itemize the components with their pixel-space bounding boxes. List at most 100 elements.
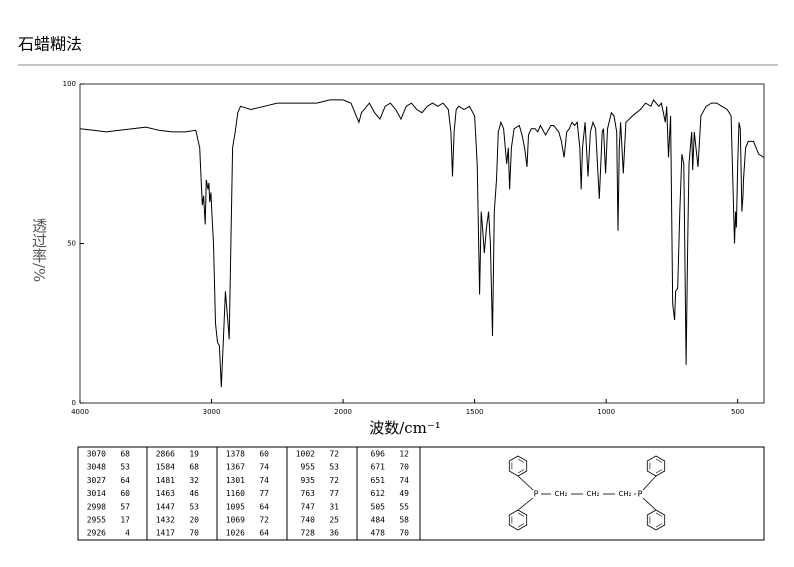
peak-transmittance: 12 <box>399 450 409 459</box>
bond <box>642 497 657 511</box>
peak-transmittance: 68 <box>120 450 130 459</box>
y-tick-label: 0 <box>72 399 76 407</box>
peak-wavenumber: 1584 <box>156 463 175 472</box>
peak-transmittance: 70 <box>189 529 199 538</box>
peak-transmittance: 64 <box>120 476 130 485</box>
peak-wavenumber: 1417 <box>156 529 175 538</box>
peak-transmittance: 32 <box>189 476 199 485</box>
peak-wavenumber: 1160 <box>226 489 245 498</box>
peak-transmittance: 53 <box>329 463 339 472</box>
y-tick-label: 100 <box>63 80 76 88</box>
peak-transmittance: 64 <box>259 529 269 538</box>
peak-wavenumber: 1002 <box>296 450 315 459</box>
peak-transmittance: 72 <box>329 476 339 485</box>
peak-wavenumber: 740 <box>301 516 316 525</box>
peak-wavenumber: 1432 <box>156 516 175 525</box>
peak-transmittance: 74 <box>259 463 269 472</box>
peak-transmittance: 72 <box>259 516 269 525</box>
peak-wavenumber: 1069 <box>226 516 245 525</box>
peak-transmittance: 49 <box>399 489 409 498</box>
peak-wavenumber: 696 <box>371 450 386 459</box>
phenyl-ring <box>508 509 528 531</box>
peak-transmittance: 70 <box>399 529 409 538</box>
peak-wavenumber: 1447 <box>156 502 175 511</box>
bond <box>642 475 657 491</box>
peak-wavenumber: 505 <box>371 502 386 511</box>
peak-wavenumber: 1026 <box>226 529 245 538</box>
peak-transmittance: 58 <box>399 516 409 525</box>
peak-transmittance: 60 <box>259 450 269 459</box>
peak-wavenumber: 1367 <box>226 463 245 472</box>
peak-wavenumber: 1378 <box>226 450 245 459</box>
peak-transmittance: 57 <box>120 502 130 511</box>
peak-wavenumber: 2998 <box>87 502 106 511</box>
peak-wavenumber: 1095 <box>226 502 245 511</box>
peak-transmittance: 36 <box>329 529 339 538</box>
peak-transmittance: 17 <box>120 516 130 525</box>
peak-wavenumber: 3014 <box>87 489 106 498</box>
peak-transmittance: 64 <box>259 502 269 511</box>
bond <box>517 475 534 491</box>
spectrum-line <box>79 98 765 388</box>
peak-wavenumber: 763 <box>301 489 316 498</box>
peak-transmittance: 77 <box>329 489 339 498</box>
atom-label: P <box>534 490 539 499</box>
peak-wavenumber: 935 <box>301 476 316 485</box>
peak-wavenumber: 671 <box>371 463 386 472</box>
peak-transmittance: 77 <box>259 489 269 498</box>
peak-transmittance: 4 <box>125 529 130 538</box>
phenyl-double-bond <box>511 458 525 474</box>
peak-transmittance: 53 <box>189 502 199 511</box>
peak-wavenumber: 1301 <box>226 476 245 485</box>
x-tick-label: 1500 <box>466 408 484 416</box>
peak-wavenumber: 484 <box>371 516 386 525</box>
peak-wavenumber: 2926 <box>87 529 106 538</box>
phenyl-ring <box>646 509 666 531</box>
peak-transmittance: 55 <box>399 502 409 511</box>
x-tick-label: 1000 <box>597 408 615 416</box>
peak-wavenumber: 3048 <box>87 463 106 472</box>
peak-transmittance: 31 <box>329 502 339 511</box>
table-frame <box>77 446 765 541</box>
peak-wavenumber: 955 <box>301 463 316 472</box>
peak-transmittance: 74 <box>399 476 409 485</box>
x-tick-label: 3000 <box>203 408 221 416</box>
page-title: 石蜡糊法 <box>18 35 82 54</box>
peak-wavenumber: 2955 <box>87 516 106 525</box>
peak-wavenumber: 1481 <box>156 476 175 485</box>
peak-wavenumber: 3070 <box>87 450 106 459</box>
x-tick-label: 2000 <box>334 408 352 416</box>
peak-wavenumber: 728 <box>301 529 316 538</box>
x-tick-label: 500 <box>731 408 744 416</box>
peak-transmittance: 60 <box>120 489 130 498</box>
peak-transmittance: 46 <box>189 489 199 498</box>
chain-group: CH₂ <box>587 490 600 498</box>
peak-transmittance: 19 <box>189 450 199 459</box>
chain-group: CH₂ <box>619 490 632 498</box>
phenyl-double-bond <box>649 458 663 474</box>
phenyl-double-bond <box>511 512 525 528</box>
atom-label: P <box>638 490 643 499</box>
peak-transmittance: 72 <box>329 450 339 459</box>
peak-wavenumber: 651 <box>371 476 386 485</box>
x-axis-label: 波数/cm⁻¹ <box>369 419 441 437</box>
peak-wavenumber: 478 <box>371 529 386 538</box>
peak-transmittance: 68 <box>189 463 199 472</box>
peak-transmittance: 53 <box>120 463 130 472</box>
y-tick-label: 50 <box>67 240 76 248</box>
chain-group: CH₂ <box>555 490 568 498</box>
peak-transmittance: 74 <box>259 476 269 485</box>
y-axis-label: 透过率/% <box>30 218 48 283</box>
peak-wavenumber: 1463 <box>156 489 175 498</box>
peak-wavenumber: 3027 <box>87 476 106 485</box>
peak-transmittance: 70 <box>399 463 409 472</box>
peak-wavenumber: 747 <box>301 502 316 511</box>
phenyl-double-bond <box>649 512 663 528</box>
bond <box>517 497 534 511</box>
x-tick-label: 4000 <box>71 408 89 416</box>
peak-transmittance: 25 <box>329 516 339 525</box>
peak-transmittance: 20 <box>189 516 199 525</box>
peak-wavenumber: 2866 <box>156 450 175 459</box>
